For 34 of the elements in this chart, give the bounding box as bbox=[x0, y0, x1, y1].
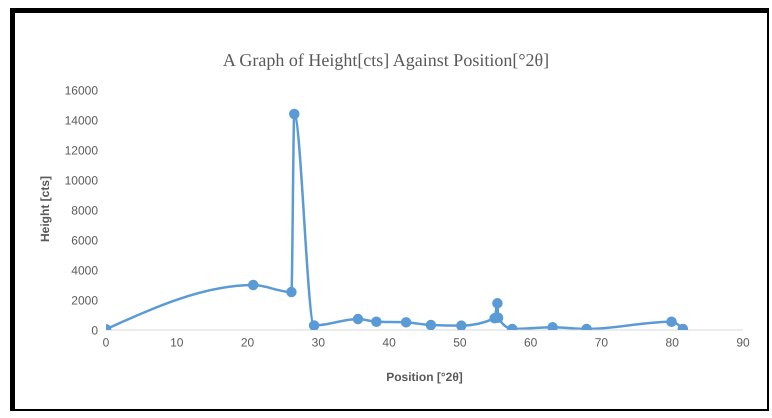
x-tick-label: 60 bbox=[524, 336, 538, 350]
y-axis-title: Height [cts] bbox=[38, 175, 52, 244]
y-tick-label: 0 bbox=[91, 323, 98, 338]
x-tick-label: 0 bbox=[102, 336, 110, 350]
x-tick-label: 20 bbox=[240, 336, 255, 350]
point bbox=[666, 316, 677, 327]
x-tick-label: 40 bbox=[382, 336, 396, 350]
y-tick-label: 14000 bbox=[64, 113, 98, 128]
x-tick-label: 50 bbox=[453, 336, 467, 350]
point bbox=[289, 108, 300, 120]
y-tick-label: 10000 bbox=[64, 173, 98, 188]
x-axis-title: Position [°2θ] bbox=[385, 370, 464, 384]
point bbox=[400, 317, 412, 328]
y-tick-label: 2000 bbox=[71, 293, 98, 308]
point bbox=[456, 320, 467, 330]
y-tick-label: 4000 bbox=[71, 263, 98, 278]
point bbox=[352, 314, 364, 324]
point bbox=[492, 298, 503, 309]
point bbox=[286, 286, 297, 298]
y-tick-label: 8000 bbox=[71, 203, 98, 218]
x-tick-label: 70 bbox=[594, 336, 608, 350]
chart-title: A Graph of Height[cts] Against Position[°2θ] bbox=[222, 50, 550, 71]
point bbox=[248, 280, 258, 290]
point bbox=[308, 320, 320, 330]
y-tick-label: 16000 bbox=[64, 83, 98, 98]
y-tick-label: 12000 bbox=[64, 143, 98, 158]
x-tick-label: 30 bbox=[312, 336, 326, 350]
point bbox=[371, 316, 382, 327]
x-tick-label: 90 bbox=[736, 336, 750, 350]
point bbox=[547, 322, 558, 330]
y-tick-label: 6000 bbox=[71, 233, 98, 248]
x-tick-label: 80 bbox=[666, 336, 680, 350]
x-tick-label: 10 bbox=[170, 336, 184, 350]
point bbox=[426, 320, 436, 330]
